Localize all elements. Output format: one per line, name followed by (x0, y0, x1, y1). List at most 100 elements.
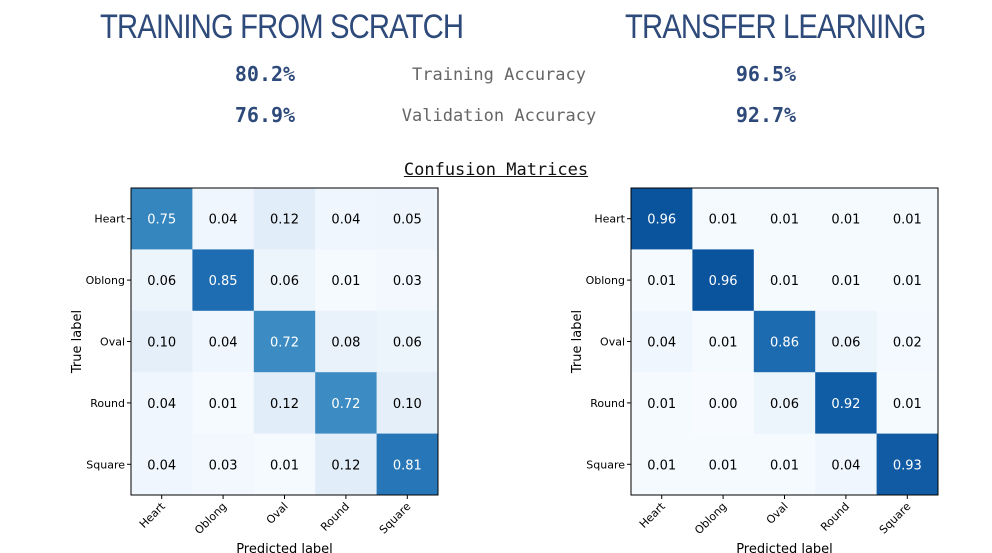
cell-oval-round (815, 310, 878, 373)
cell-square-heart (131, 433, 193, 496)
cell-oblong-oval (753, 249, 816, 312)
cell-value-label: 0.01 (270, 458, 299, 473)
cell-heart-heart (631, 188, 693, 250)
cell-oblong-round (815, 249, 878, 312)
cell-oval-heart (131, 310, 193, 373)
cell-value-label: 0.01 (893, 274, 922, 289)
cell-oblong-square (376, 249, 439, 312)
cell-value-label: 0.04 (831, 458, 860, 473)
cell-value-label: 0.01 (209, 397, 238, 412)
cell-oval-oblong (692, 310, 755, 373)
cell-round-oblong (192, 372, 255, 435)
cell-value-label: 0.86 (770, 336, 799, 351)
y-axis-label: True label (70, 310, 85, 374)
cell-value-label: 0.08 (331, 336, 360, 351)
cell-value-label: 0.01 (770, 458, 799, 473)
cell-heart-square (876, 188, 939, 250)
cell-value-label: 0.72 (331, 397, 360, 412)
y-tick-square: Square (86, 458, 125, 471)
cell-oblong-oblong (192, 249, 255, 312)
x-axis-label: Predicted label (736, 542, 833, 553)
cell-oval-oblong (192, 310, 255, 373)
cell-oval-oval (753, 310, 816, 373)
cell-value-label: 0.03 (209, 458, 238, 473)
y-tick-round: Round (90, 397, 125, 410)
x-tick-heart: Heart (637, 499, 668, 530)
cell-oblong-oblong (692, 249, 755, 312)
cell-oval-oval (253, 310, 316, 373)
cell-value-label: 0.06 (270, 274, 299, 289)
cell-round-heart (131, 372, 193, 435)
cell-value-label: 0.12 (270, 213, 299, 228)
cell-oblong-square (876, 249, 939, 312)
cell-value-label: 0.06 (831, 336, 860, 351)
x-tick-round: Round (818, 500, 852, 534)
cell-value-label: 0.03 (393, 274, 422, 289)
scratch-heading: TRAINING FROM SCRATCH (100, 8, 464, 46)
cell-oblong-round (315, 249, 378, 312)
x-axis-label: Predicted label (236, 542, 333, 553)
confusion-matrix-transfer: 0.96 0.01 0.01 0.01 0.01 0.01 0.96 0.01 0.01 0.01… (570, 187, 939, 553)
cell-heart-oblong (692, 188, 755, 250)
x-tick-oval: Oval (764, 500, 791, 527)
transfer-validation-accuracy: 92.7% (735, 103, 797, 127)
cell-square-heart (631, 433, 693, 496)
cell-value-label: 0.96 (647, 213, 676, 228)
cell-value-label: 0.01 (893, 397, 922, 412)
x-tick-oblong: Oblong (692, 500, 729, 537)
cell-round-round (315, 372, 378, 435)
cell-oval-square (876, 310, 939, 373)
cell-value-label: 0.72 (270, 336, 299, 351)
cell-square-oblong (692, 433, 755, 496)
cell-square-round (815, 433, 878, 496)
cell-value-label: 0.01 (709, 336, 738, 351)
cell-round-oval (753, 372, 816, 435)
cell-round-round (815, 372, 878, 435)
cell-value-label: 0.01 (893, 213, 922, 228)
cell-square-square (376, 433, 439, 496)
cell-square-oblong (192, 433, 255, 496)
transfer-training-accuracy: 96.5% (735, 62, 797, 86)
cell-value-label: 0.02 (893, 336, 922, 351)
cell-heart-square (376, 188, 439, 250)
cell-value-label: 0.01 (331, 274, 360, 289)
cell-value-label: 0.10 (147, 336, 176, 351)
y-tick-round: Round (590, 397, 625, 410)
cell-value-label: 0.12 (270, 397, 299, 412)
cell-value-label: 0.01 (831, 213, 860, 228)
cell-round-oblong (692, 372, 755, 435)
cell-value-label: 0.04 (209, 336, 238, 351)
cell-value-label: 0.75 (147, 213, 176, 228)
cell-heart-oblong (192, 188, 255, 250)
cell-round-oval (253, 372, 316, 435)
cell-value-label: 0.00 (709, 397, 738, 412)
cell-value-label: 0.04 (647, 336, 676, 351)
cell-oval-square (376, 310, 439, 373)
cell-heart-oval (753, 188, 816, 250)
cell-value-label: 0.96 (709, 274, 738, 289)
cell-heart-round (315, 188, 378, 250)
cell-value-label: 0.01 (647, 274, 676, 289)
cell-square-oval (753, 433, 816, 496)
cell-value-label: 0.04 (147, 458, 176, 473)
cell-round-square (876, 372, 939, 435)
transfer-heading: TRANSFER LEARNING (625, 8, 926, 46)
cell-value-label: 0.81 (393, 458, 422, 473)
y-tick-heart: Heart (94, 213, 125, 226)
cell-square-oval (253, 433, 316, 496)
y-tick-oblong: Oblong (86, 274, 125, 287)
x-tick-square: Square (877, 500, 914, 537)
cell-value-label: 0.85 (209, 274, 238, 289)
cell-value-label: 0.01 (770, 213, 799, 228)
cell-value-label: 0.04 (209, 213, 238, 228)
cell-value-label: 0.01 (647, 397, 676, 412)
y-tick-oblong: Oblong (586, 274, 625, 287)
y-tick-oval: Oval (600, 336, 625, 349)
cell-value-label: 0.93 (893, 458, 922, 473)
cell-value-label: 0.06 (147, 274, 176, 289)
y-tick-square: Square (586, 458, 625, 471)
cell-value-label: 0.12 (331, 458, 360, 473)
scratch-training-accuracy: 80.2% (234, 62, 296, 86)
cell-value-label: 0.06 (393, 336, 422, 351)
cell-value-label: 0.05 (393, 213, 422, 228)
